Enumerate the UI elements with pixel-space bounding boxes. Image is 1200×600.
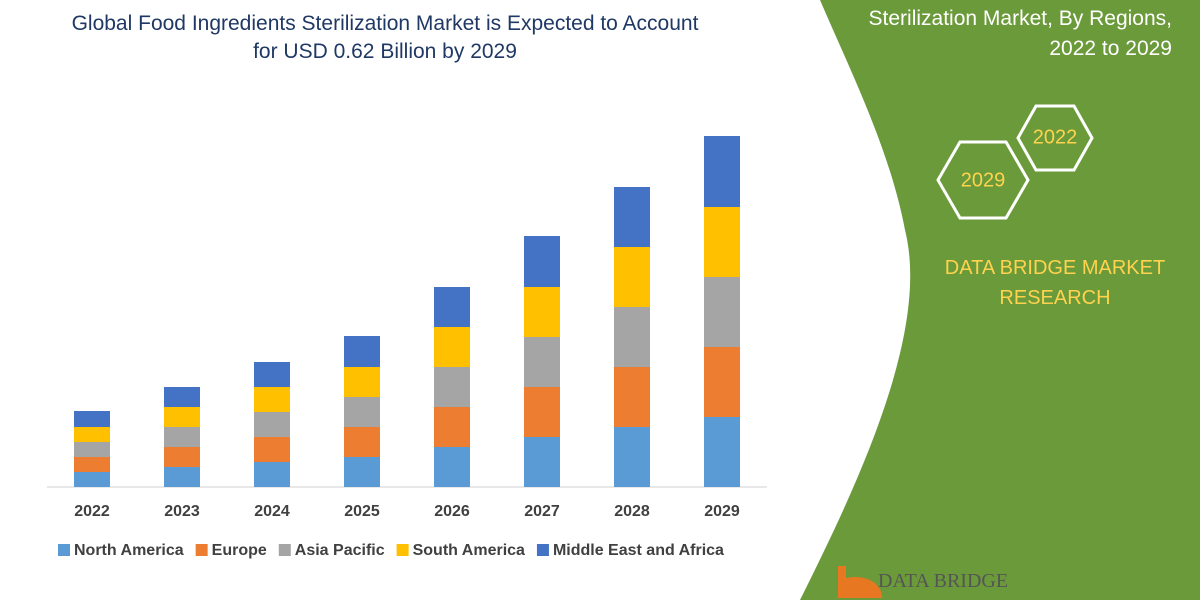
x-tick-label: 2029: [704, 503, 740, 520]
hexagon-small: [1016, 104, 1094, 172]
x-tick-label: 2027: [524, 503, 560, 520]
bar-segment: [254, 437, 290, 462]
bar-segment: [164, 387, 200, 407]
x-tick-label: 2022: [74, 503, 110, 520]
bar-segment: [344, 367, 380, 397]
bar-segment: [164, 407, 200, 427]
legend-label: North America: [74, 542, 184, 559]
bar-segment: [74, 442, 110, 457]
bar-segment: [434, 367, 470, 407]
bar-segment: [74, 457, 110, 472]
bar-segment: [434, 287, 470, 327]
legend-swatch: [536, 544, 549, 556]
hexagon-label: 2029: [961, 169, 1006, 191]
bar-segment: [704, 207, 740, 277]
bar-segment: [254, 462, 290, 487]
bar-segment: [344, 427, 380, 457]
logo-mark: [838, 566, 882, 598]
bar-segment: [434, 327, 470, 367]
chart-title: Global Food Ingredients Sterilization Ma…: [71, 12, 699, 63]
bar-segment: [614, 187, 650, 247]
bar-segment: [74, 472, 110, 487]
legend-swatch: [195, 544, 208, 556]
panel-subtitle: 2022 to 2029: [1049, 37, 1172, 60]
bar-segment: [344, 397, 380, 427]
green-panel: [800, 0, 1200, 600]
bar-segment: [344, 457, 380, 487]
bar-segment: [254, 387, 290, 412]
bar-segment: [74, 411, 110, 427]
bar-segment: [704, 417, 740, 487]
legend-swatch: [278, 544, 291, 556]
legend-swatch: [396, 544, 409, 556]
legend-swatch: [58, 544, 70, 556]
hexagon-label: 2022: [1033, 126, 1078, 148]
bar-segment: [524, 287, 560, 337]
bar-segment: [614, 307, 650, 367]
bar-segment: [74, 427, 110, 442]
bar-segment: [254, 412, 290, 437]
bar-segment: [164, 467, 200, 487]
bar-segment: [344, 336, 380, 367]
bar-segment: [254, 362, 290, 387]
x-tick-label: 2025: [344, 503, 380, 520]
bar-segment: [524, 236, 560, 287]
panel-subtitle: Sterilization Market, By Regions,: [868, 7, 1172, 30]
legend-label: Europe: [212, 542, 267, 559]
bar-segment: [704, 347, 740, 417]
bar-segment: [704, 136, 740, 207]
bar-segment: [524, 437, 560, 487]
legend-label: South America: [413, 542, 525, 559]
x-tick-label: 2028: [614, 503, 650, 520]
logo-text: DATA BRIDGE: [878, 570, 1009, 592]
legend-label: Middle East and Africa: [553, 542, 724, 559]
brand-text: DATA BRIDGE MARKET: [944, 257, 1166, 279]
bar-segment: [704, 277, 740, 347]
x-tick-label: 2023: [164, 503, 200, 520]
bar-segment: [614, 367, 650, 427]
bar-segment: [614, 247, 650, 307]
x-tick-label: 2026: [434, 503, 470, 520]
bar-segment: [524, 337, 560, 387]
bar-segment: [614, 427, 650, 487]
hexagon-large: [936, 140, 1030, 220]
bar-segment: [164, 447, 200, 467]
bar-segment: [164, 427, 200, 447]
bar-segment: [434, 447, 470, 487]
brand-text: RESEARCH: [999, 287, 1111, 309]
bar-segment: [434, 407, 470, 447]
bar-segment: [524, 387, 560, 437]
legend-label: Asia Pacific: [295, 542, 385, 559]
x-tick-label: 2024: [254, 503, 290, 520]
